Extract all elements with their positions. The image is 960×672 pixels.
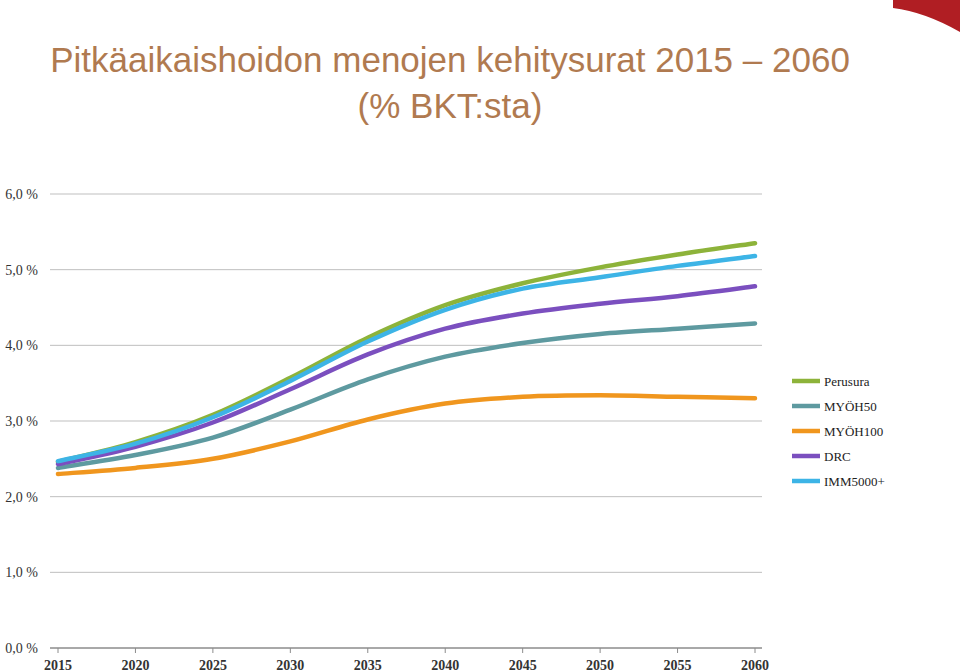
x-tick-label: 2040 [431,658,459,672]
x-tick-label: 2060 [741,658,769,672]
x-tick-label: 2015 [44,658,72,672]
x-tick [367,648,368,653]
x-tick [290,648,291,653]
x-tick-label: 2035 [354,658,382,672]
grid-line [50,648,762,649]
x-tick [135,648,136,653]
y-tick-label: 0,0 % [5,641,38,656]
y-tick-label: 6,0 % [5,187,38,202]
legend-label: Perusura [824,374,870,389]
x-tick [755,648,756,653]
decoration [893,0,960,32]
x-tick [212,648,213,653]
legend-swatch [792,479,820,484]
subtitle: (% BKT:sta) [358,86,543,125]
y-tick-label: 1,0 % [5,565,38,580]
legend-swatch [792,429,820,434]
grid-line [50,421,762,422]
y-tick-label: 5,0 % [5,263,38,278]
x-tick [58,648,59,653]
series-line [58,256,755,461]
x-tick-label: 2020 [121,658,149,672]
legend-swatch [792,379,820,384]
y-tick-label: 2,0 % [5,490,38,505]
y-tick-label: 3,0 % [5,414,38,429]
chart: Pitkäaikaishoidon menojen kehitysurat 20… [0,0,960,672]
x-tick [677,648,678,653]
legend-label: IMM5000+ [824,474,885,489]
legend-label: MYÖH50 [824,399,877,414]
legend-label: MYÖH100 [824,424,883,439]
legend-swatch [792,404,820,409]
grid-line [50,572,762,573]
grid-line [50,345,762,346]
plot-area [58,243,755,474]
x-tick-label: 2045 [509,658,537,672]
x-tick [445,648,446,653]
x-tick-label: 2050 [586,658,614,672]
title: Pitkäaikaishoidon menojen kehitysurat 20… [50,40,850,79]
x-tick [522,648,523,653]
x-tick [600,648,601,653]
legend-label: DRC [824,449,851,464]
x-tick-label: 2030 [276,658,304,672]
x-tick-label: 2055 [664,658,692,672]
grid-line [50,194,762,195]
legend-swatch [792,454,820,459]
x-axis [50,648,762,649]
y-tick-label: 4,0 % [5,338,38,353]
x-tick-label: 2025 [199,658,227,672]
series-line [58,243,755,462]
grid-line [50,496,762,497]
